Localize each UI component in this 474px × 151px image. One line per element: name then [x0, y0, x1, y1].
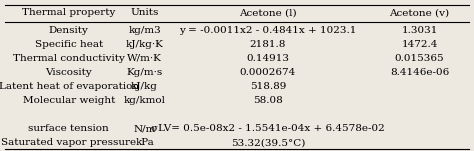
- Text: Saturated vapor pressure: Saturated vapor pressure: [1, 138, 137, 147]
- Text: 518.89: 518.89: [250, 82, 286, 91]
- Text: Density: Density: [49, 26, 89, 35]
- Text: Molecular weight: Molecular weight: [23, 96, 115, 105]
- Text: σLV= 0.5e-08x2 - 1.5541e-04x + 6.4578e-02: σLV= 0.5e-08x2 - 1.5541e-04x + 6.4578e-0…: [151, 124, 385, 133]
- Text: Thermal conductivity: Thermal conductivity: [13, 54, 125, 63]
- Text: N/m: N/m: [133, 124, 156, 133]
- Text: Specific heat: Specific heat: [35, 40, 103, 49]
- Text: W/m·K: W/m·K: [127, 54, 162, 63]
- Text: 8.4146e-06: 8.4146e-06: [390, 68, 449, 77]
- Text: Acetone (v): Acetone (v): [390, 8, 449, 17]
- Text: 2181.8: 2181.8: [250, 40, 286, 49]
- Text: Latent heat of evaporation: Latent heat of evaporation: [0, 82, 139, 91]
- Text: kJ/kg: kJ/kg: [131, 82, 158, 91]
- Text: 1.3031: 1.3031: [401, 26, 438, 35]
- Text: Kg/m·s: Kg/m·s: [127, 68, 163, 77]
- Text: Units: Units: [130, 8, 159, 17]
- Text: Viscosity: Viscosity: [46, 68, 92, 77]
- Text: 58.08: 58.08: [253, 96, 283, 105]
- Text: kg/kmol: kg/kmol: [124, 96, 165, 105]
- Text: 0.0002674: 0.0002674: [240, 68, 296, 77]
- Text: 1472.4: 1472.4: [401, 40, 438, 49]
- Text: kg/m3: kg/m3: [128, 26, 161, 35]
- Text: Thermal property: Thermal property: [22, 8, 115, 17]
- Text: surface tension: surface tension: [28, 124, 109, 133]
- Text: kJ/kg·K: kJ/kg·K: [126, 40, 164, 49]
- Text: Acetone (l): Acetone (l): [239, 8, 297, 17]
- Text: 0.14913: 0.14913: [246, 54, 289, 63]
- Text: kPa: kPa: [135, 138, 154, 147]
- Text: 53.32(39.5°C): 53.32(39.5°C): [231, 138, 305, 147]
- Text: y = -0.0011x2 - 0.4841x + 1023.1: y = -0.0011x2 - 0.4841x + 1023.1: [179, 26, 356, 35]
- Text: 0.015365: 0.015365: [395, 54, 444, 63]
